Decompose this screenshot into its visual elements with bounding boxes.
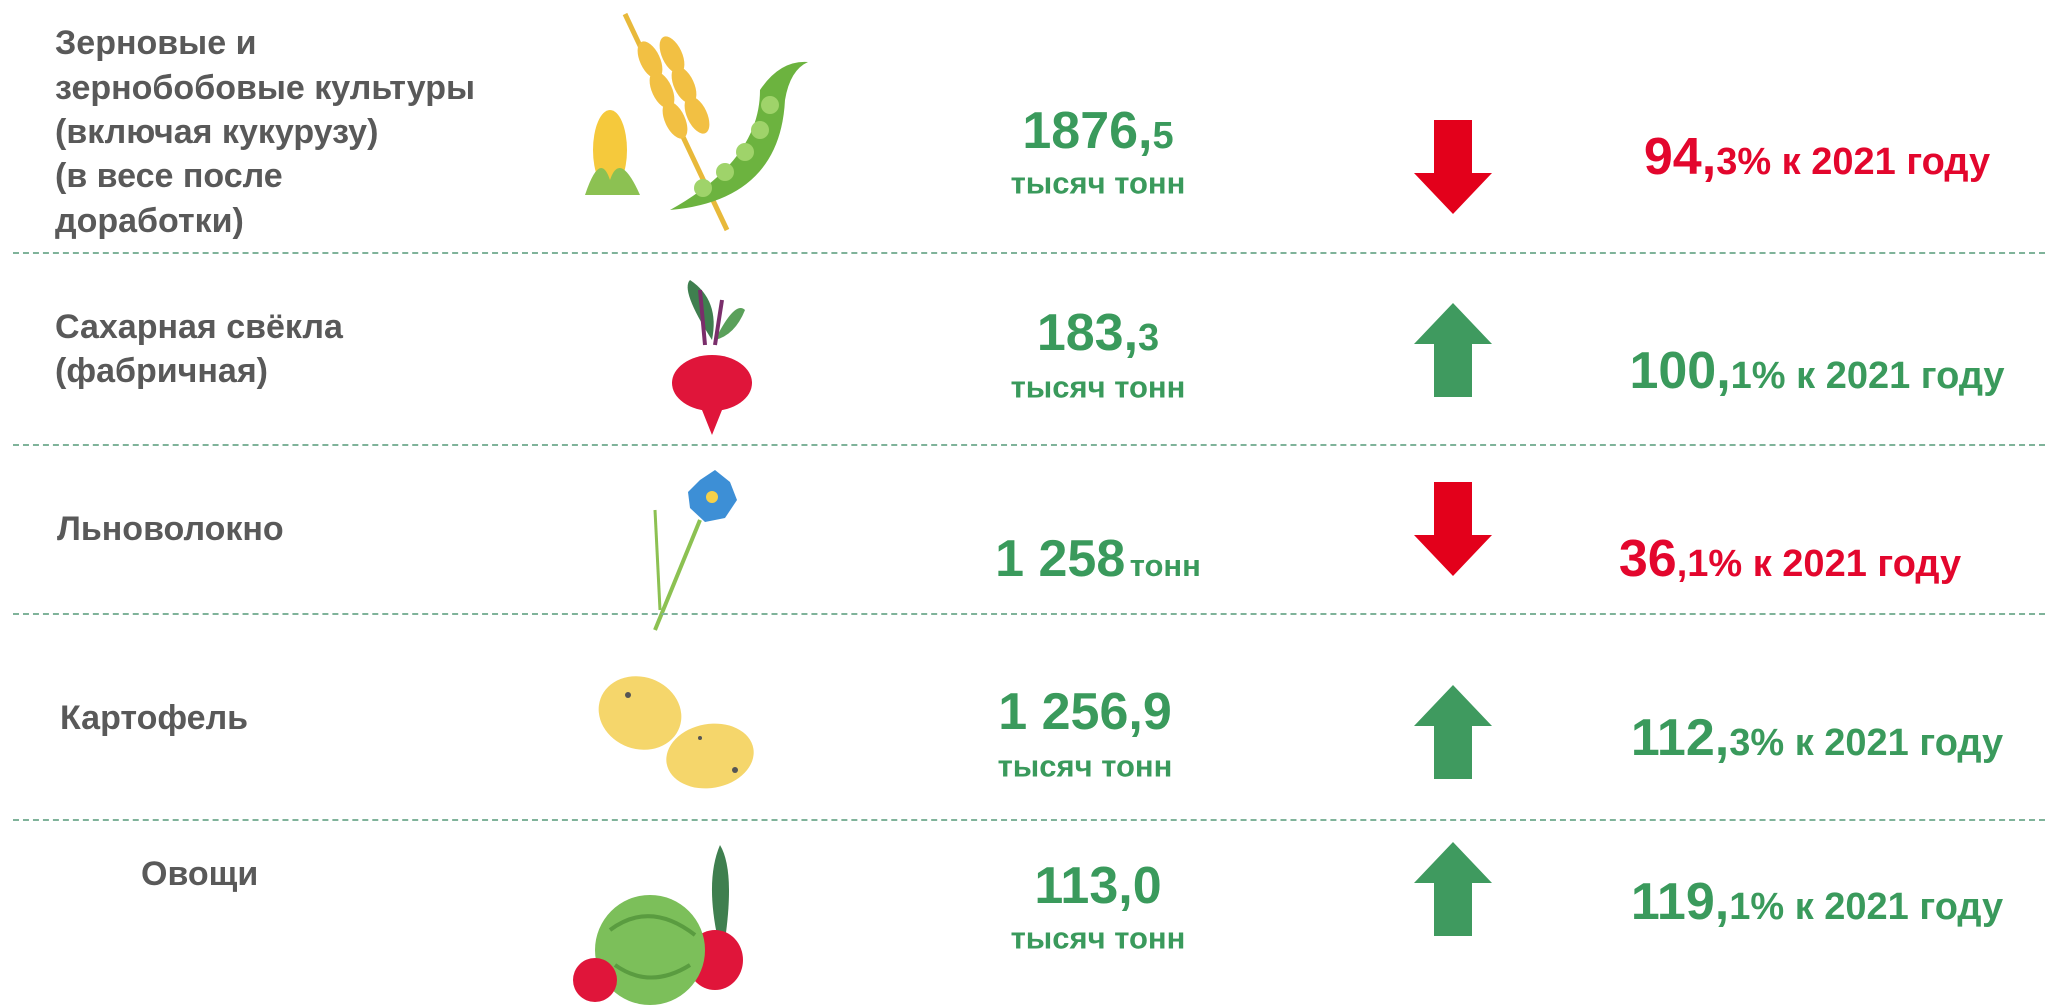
unit: тысяч тонн <box>898 372 1298 403</box>
percent-main: 36 <box>1619 530 1677 588</box>
arrow-down <box>1413 119 1493 215</box>
potato-icon <box>588 665 759 795</box>
amount-main: 1876, <box>1022 102 1152 160</box>
unit: тысяч тонн <box>898 168 1298 199</box>
row-label: доработки) <box>55 204 244 238</box>
row-label: Сахарная свёкла <box>55 310 343 344</box>
row-separator <box>13 252 2045 254</box>
unit: тысяч тонн <box>885 751 1285 782</box>
arrow-down <box>1413 481 1493 577</box>
row-label: Льноволокно <box>57 512 284 546</box>
unit: тысяч тонн <box>898 923 1298 954</box>
amount: 1 256,9 <box>885 686 1285 738</box>
row-label: (фабричная) <box>55 354 268 388</box>
percent: 94,3% к 2021 году <box>1567 131 2049 183</box>
percent-rest: 1% к 2021 году <box>1729 886 2003 928</box>
row-label: Зерновые и <box>55 26 256 60</box>
arrow-up <box>1413 684 1493 780</box>
arrow-shape <box>1414 303 1492 397</box>
percent: 36,1% к 2021 году <box>1540 533 2040 585</box>
percent: 112,3% к 2021 году <box>1567 712 2049 764</box>
row-separator <box>13 444 2045 446</box>
row-separator <box>13 819 2045 821</box>
amount-main: 183, <box>1037 304 1138 362</box>
grain-icon <box>585 14 808 230</box>
row-separator <box>13 613 2045 615</box>
amount: 1 258 тонн <box>898 533 1298 585</box>
amount-main: 1 256,9 <box>998 683 1172 741</box>
arrow-shape <box>1414 685 1492 779</box>
amount-main: 1 258 <box>995 530 1125 588</box>
percent-rest: 1% к 2021 году <box>1731 355 2005 397</box>
arrow-shape <box>1414 120 1492 214</box>
row-label: Картофель <box>60 701 248 735</box>
row-label: (включая кукурузу) <box>55 115 378 149</box>
row-label: Овощи <box>141 857 258 891</box>
unit: тонн <box>1130 548 1201 583</box>
amount: 183,3 <box>898 307 1298 359</box>
amount: 1876,5 <box>898 105 1298 157</box>
arrow-up <box>1413 841 1493 937</box>
percent: 100,1% к 2021 году <box>1567 345 2049 397</box>
arrow-shape <box>1414 842 1492 936</box>
percent-rest: ,1% к 2021 году <box>1677 543 1961 585</box>
amount-main: 113,0 <box>1034 857 1161 915</box>
percent-main: 100, <box>1629 342 1730 400</box>
amount-small: 5 <box>1153 115 1174 157</box>
page: Зерновые и зернобобовые культуры (включа… <box>0 0 2049 1008</box>
flax-icon <box>655 470 737 630</box>
percent-rest: 3% к 2021 году <box>1716 141 1990 183</box>
percent-rest: 3% к 2021 году <box>1729 722 2003 764</box>
arrow-shape <box>1414 482 1492 576</box>
amount: 113,0 <box>898 860 1298 912</box>
amount-small: 3 <box>1138 317 1159 359</box>
beet-icon <box>672 280 752 435</box>
row-label: зернобобовые культуры <box>55 71 475 105</box>
arrow-up <box>1413 302 1493 398</box>
row-label: (в весе после <box>55 159 283 193</box>
percent-main: 94, <box>1644 128 1716 186</box>
percent: 119,1% к 2021 году <box>1567 876 2049 928</box>
percent-main: 112, <box>1631 709 1729 767</box>
percent-main: 119, <box>1631 873 1729 931</box>
vegetables-icon <box>573 845 743 1005</box>
